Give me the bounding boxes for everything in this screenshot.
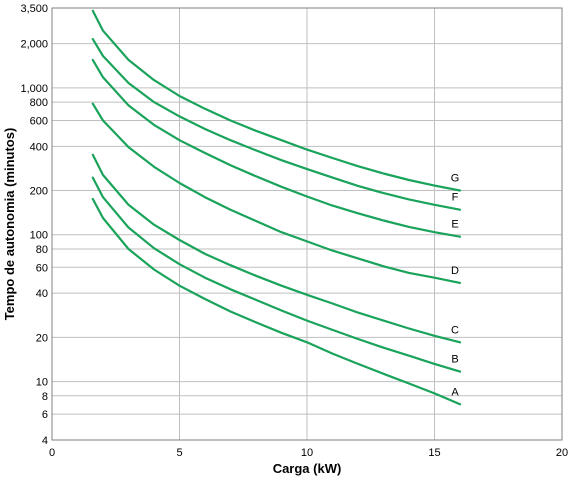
y-tick-label: 8 bbox=[42, 391, 48, 403]
series-C: C bbox=[91, 153, 462, 344]
y-tick-label: 400 bbox=[30, 141, 48, 153]
y-tick-label: 80 bbox=[36, 244, 48, 256]
y-tick-label: 3,500 bbox=[20, 3, 48, 15]
series-A: A bbox=[91, 197, 462, 406]
x-tick-label: 10 bbox=[301, 447, 313, 459]
series-F: F bbox=[91, 38, 462, 211]
plot-frame bbox=[51, 7, 563, 441]
x-tick-label: 5 bbox=[176, 447, 182, 459]
grid bbox=[51, 7, 563, 441]
series-D: D bbox=[91, 102, 462, 284]
series-label-C: C bbox=[451, 324, 459, 336]
series-label-A: A bbox=[451, 386, 459, 398]
series-line-C bbox=[91, 153, 462, 344]
y-tick-label: 800 bbox=[30, 97, 48, 109]
x-axis-title: Carga (kW) bbox=[273, 461, 342, 476]
y-tick-label: 60 bbox=[36, 262, 48, 274]
series-line-B bbox=[91, 176, 462, 373]
series-label-G: G bbox=[451, 173, 460, 185]
y-tick-label: 10 bbox=[36, 377, 48, 389]
y-tick-label: 4 bbox=[42, 435, 48, 447]
y-tick-label: 40 bbox=[36, 288, 48, 300]
y-tick-label: 1,000 bbox=[20, 83, 48, 95]
series-line-F bbox=[91, 38, 462, 211]
series-G: G bbox=[91, 9, 462, 192]
series-line-D bbox=[91, 102, 462, 284]
x-tick-label: 0 bbox=[49, 447, 55, 459]
series-line-E bbox=[91, 58, 462, 238]
y-tick-label: 20 bbox=[36, 332, 48, 344]
series-group: A B C D E FG bbox=[91, 9, 462, 406]
x-tick-labels: 0 5 10 15 20 bbox=[49, 447, 568, 459]
x-tick-label: 15 bbox=[428, 447, 440, 459]
y-tick-label: 600 bbox=[30, 115, 48, 127]
y-tick-labels: 4 6 8 10 20 40 60 80 100 200 400 600 800 1,000 2,000 3,… bbox=[20, 3, 48, 447]
series-line-A bbox=[91, 197, 462, 406]
series-B: B bbox=[91, 176, 462, 373]
series-label-B: B bbox=[451, 354, 458, 366]
y-tick-label: 6 bbox=[42, 409, 48, 421]
y-axis-title: Tempo de autonomia (minutos) bbox=[2, 128, 17, 321]
y-tick-label: 2,000 bbox=[20, 39, 48, 51]
series-label-E: E bbox=[451, 219, 458, 231]
series-label-D: D bbox=[451, 265, 459, 277]
series-label-F: F bbox=[452, 192, 459, 204]
series-line-G bbox=[91, 9, 462, 192]
y-tick-label: 200 bbox=[30, 186, 48, 198]
series-E: E bbox=[91, 58, 462, 238]
y-tick-label: 100 bbox=[30, 230, 48, 242]
x-tick-label: 20 bbox=[556, 447, 568, 459]
